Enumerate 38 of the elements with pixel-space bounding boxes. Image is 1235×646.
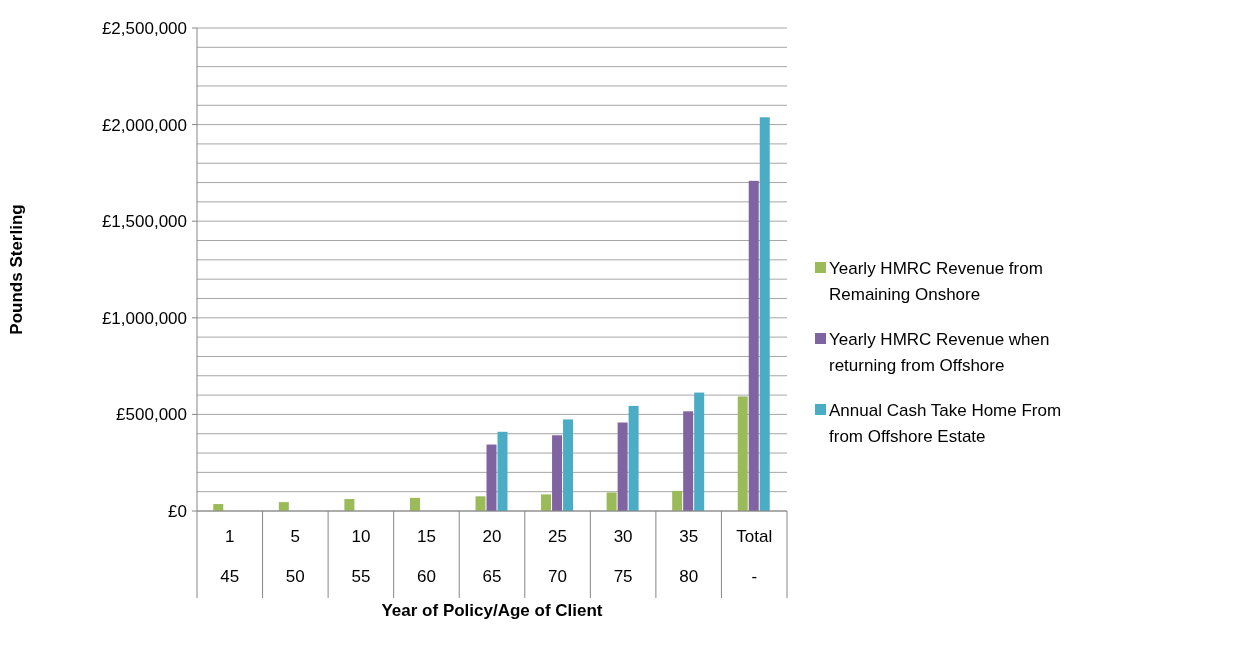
x-axis-title: Year of Policy/Age of Client: [381, 601, 603, 620]
category-label: 1 45: [220, 526, 240, 586]
y-axis-title: Pounds Sterling: [7, 204, 26, 335]
category-label: 35 80: [679, 526, 699, 586]
legend-label: Yearly HMRC Revenue from Remaining Onshore: [829, 258, 1043, 304]
bar: [628, 405, 639, 511]
bar: [683, 411, 694, 511]
y-tick-label: £0: [168, 501, 187, 521]
bar: [278, 502, 289, 511]
category-label: 15 60: [416, 526, 436, 586]
category-label: 5 50: [285, 526, 305, 586]
y-tick-label: £2,500,000: [101, 18, 187, 38]
category-label: 20 65: [482, 526, 502, 586]
bar: [486, 444, 497, 511]
y-tick-label: £1,000,000: [101, 308, 187, 328]
bar: [552, 435, 563, 511]
bar: [759, 117, 770, 511]
category-label: 30 75: [613, 526, 633, 586]
y-tick-label: £1,500,000: [101, 212, 187, 232]
bar: [563, 419, 574, 511]
bar: [344, 499, 355, 511]
bar: [617, 422, 628, 511]
bar: [748, 180, 759, 511]
bar: [541, 494, 552, 511]
bar: [475, 496, 486, 511]
bar: [737, 396, 748, 511]
bar: [409, 497, 420, 511]
category-label: 25 70: [548, 526, 568, 586]
y-tick-label: £2,000,000: [101, 115, 187, 135]
category-label: Total -: [736, 526, 773, 586]
bar: [672, 490, 683, 511]
bar: [606, 492, 617, 511]
category-label: 10 55: [351, 526, 371, 586]
bar: [497, 431, 508, 511]
bar: [694, 392, 705, 511]
legend-label: Yearly HMRC Revenue when returning from Offshore: [829, 329, 1050, 375]
legend-label: Annual Cash Take Home From from Offshore Estate: [829, 400, 1062, 446]
y-tick-label: £500,000: [116, 405, 187, 425]
